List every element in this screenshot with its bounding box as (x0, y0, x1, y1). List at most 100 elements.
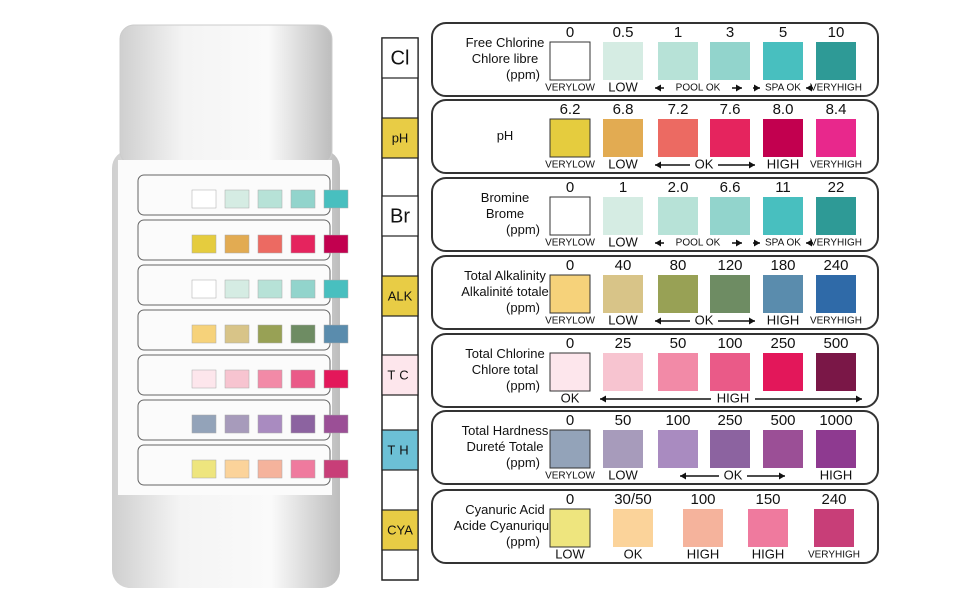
swatch (748, 509, 788, 547)
strip-label: ALK (388, 288, 413, 303)
swatch (816, 353, 856, 391)
swatch (658, 275, 698, 313)
row-label: Chlore libre (472, 51, 538, 66)
swatch-value: 40 (615, 257, 632, 274)
arrow-head (655, 161, 661, 169)
range-label: LOW (555, 546, 585, 561)
range-label: VERYHIGH (810, 83, 862, 94)
swatch (603, 275, 643, 313)
swatch (710, 197, 750, 235)
range-label: LOW (608, 467, 638, 482)
bottle-swatch (257, 414, 283, 434)
range-label: VERYLOW (545, 160, 595, 171)
range-label: HIGH (767, 312, 800, 327)
swatch-value: 500 (770, 412, 795, 429)
swatch-value: 22 (828, 179, 845, 196)
arrow-head (736, 239, 742, 247)
swatch-value: 7.6 (720, 101, 741, 118)
swatch-value: 1 (674, 24, 682, 41)
range-label: HIGH (767, 156, 800, 171)
bottle-swatch (323, 234, 349, 254)
swatch-value: 1000 (819, 412, 852, 429)
swatch (710, 430, 750, 468)
swatch-value: 6.2 (560, 101, 581, 118)
bottle-swatch (257, 189, 283, 209)
bottle-swatch (290, 369, 316, 389)
swatch (763, 42, 803, 80)
row-label: Chlore total (472, 362, 539, 377)
range-label: VERYLOW (545, 83, 595, 94)
swatch (763, 119, 803, 157)
swatch-value: 11 (775, 179, 791, 196)
range-label: LOW (608, 79, 638, 94)
row-label: Alkalinité totale (461, 284, 548, 299)
arrow-head (779, 472, 785, 480)
range-label: HIGH (752, 546, 785, 561)
row-label: Brome (486, 206, 524, 221)
bottle-swatch (323, 189, 349, 209)
swatch-value: 2.0 (668, 179, 689, 196)
bottle-swatches (137, 174, 349, 486)
arrow-head (655, 84, 661, 92)
range-label: POOL OK (676, 238, 721, 249)
row-label: Dureté Totale (466, 439, 543, 454)
swatch-value: 250 (770, 335, 795, 352)
arrow-head (680, 472, 686, 480)
swatch (763, 275, 803, 313)
swatch-value: 0 (566, 412, 574, 429)
swatch-value: 50 (615, 412, 632, 429)
bottle-swatch (257, 369, 283, 389)
bottle-swatch (290, 189, 316, 209)
swatch (603, 119, 643, 157)
swatch-value: 30/50 (614, 491, 652, 508)
swatch-value: 1 (619, 179, 627, 196)
bottle-swatch (323, 369, 349, 389)
row-label: (ppm) (506, 455, 540, 470)
bottle-swatch (290, 324, 316, 344)
bottle-swatch (191, 324, 217, 344)
bottle-swatch (191, 279, 217, 299)
swatch-value: 7.2 (668, 101, 689, 118)
swatch (549, 429, 591, 469)
arrow-head (655, 317, 661, 325)
strip-label: TH (387, 442, 412, 457)
swatch-value: 8.0 (773, 101, 794, 118)
bottle-swatch (290, 279, 316, 299)
swatch (603, 197, 643, 235)
range-label: HIGH (820, 467, 853, 482)
row-label: Acide Cyanurique (454, 518, 557, 533)
swatch (763, 430, 803, 468)
swatch (814, 509, 854, 547)
strip-pad (381, 195, 419, 237)
strip-pad (381, 509, 419, 551)
swatch-value: 0 (566, 491, 574, 508)
strip-label: Cl (391, 47, 410, 69)
arrow-head (736, 84, 742, 92)
swatch-value: 100 (690, 491, 715, 508)
strip-pad (381, 354, 419, 396)
arrow-head (655, 239, 661, 247)
bottle-swatch (191, 414, 217, 434)
swatch-value: 240 (823, 257, 848, 274)
row-label: (ppm) (506, 534, 540, 549)
swatch (549, 352, 591, 392)
row-label: (ppm) (506, 67, 540, 82)
bottle-swatch (191, 189, 217, 209)
bottle-swatch (191, 369, 217, 389)
arrow-head (754, 239, 760, 247)
swatch (549, 196, 591, 236)
row-label: Total Alkalinity (464, 268, 546, 283)
swatch (683, 509, 723, 547)
swatch (658, 42, 698, 80)
range-label: VERYHIGH (808, 550, 860, 561)
bottle (112, 24, 340, 588)
bottle-swatch (191, 234, 217, 254)
swatch-value: 50 (670, 335, 687, 352)
swatch-value: 100 (665, 412, 690, 429)
swatch (658, 353, 698, 391)
swatch-value: 0 (566, 257, 574, 274)
range-label: LOW (608, 234, 638, 249)
swatch-value: 150 (755, 491, 780, 508)
